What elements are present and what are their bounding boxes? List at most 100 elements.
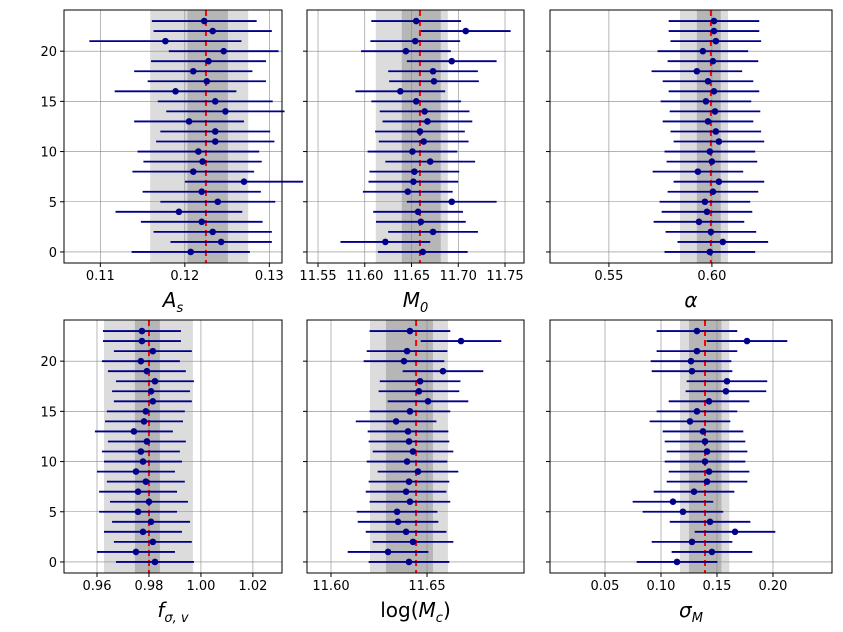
data-point — [412, 17, 420, 25]
data-point — [712, 37, 720, 45]
data-point — [409, 148, 416, 155]
data-point — [703, 478, 711, 485]
data-point — [424, 398, 432, 405]
label-part: α — [684, 288, 697, 312]
y-tick-label: 15 — [40, 95, 57, 110]
data-point — [722, 387, 730, 395]
confidence-band — [187, 10, 228, 263]
data-point — [704, 118, 712, 125]
data-point — [189, 168, 197, 175]
plot-frame — [63, 9, 283, 264]
data-point — [693, 327, 701, 335]
data-point — [147, 518, 155, 526]
data-point — [686, 418, 694, 425]
x-axis-label: σM — [679, 598, 703, 626]
data-point — [142, 408, 150, 415]
data-point — [693, 67, 701, 75]
data-point — [711, 108, 719, 115]
data-point — [209, 228, 217, 236]
data-point — [703, 208, 711, 216]
data-point — [416, 128, 424, 135]
data-point — [462, 27, 470, 35]
data-point — [404, 188, 412, 196]
plot-frame — [549, 319, 833, 574]
data-point — [414, 468, 422, 475]
data-point — [403, 458, 411, 465]
data-point — [132, 548, 140, 556]
label-part: σ, v — [164, 611, 189, 626]
x-tick-label: 11.55 — [299, 269, 336, 284]
data-point — [138, 337, 146, 345]
data-point — [151, 377, 159, 385]
data-point — [710, 17, 718, 25]
y-tick-label: 10 — [40, 146, 57, 161]
label-part: M — [419, 598, 436, 622]
data-point — [397, 88, 404, 95]
data-point — [412, 98, 420, 105]
x-tick-label: 1.02 — [238, 579, 267, 594]
panel: 11.55 11.60 11.65 11.70 11.75 M0 — [299, 9, 525, 316]
data-point — [715, 178, 723, 185]
y-tick-label: 5 — [49, 506, 57, 521]
data-point — [414, 208, 422, 216]
data-point — [132, 468, 140, 475]
data-point — [417, 218, 425, 226]
data-point — [187, 248, 195, 256]
data-point — [688, 367, 696, 375]
data-point — [693, 347, 701, 355]
data-point — [175, 208, 183, 216]
x-tick-label: 11.65 — [393, 269, 430, 284]
data-point — [392, 418, 400, 425]
label-part: c — [436, 611, 443, 626]
y-tick-label: 10 — [40, 456, 57, 471]
data-point — [699, 428, 707, 435]
data-point — [411, 37, 419, 45]
data-point — [406, 498, 414, 506]
label-part: log( — [380, 598, 418, 622]
x-tick-label: 0.10 — [647, 579, 676, 594]
data-point — [706, 248, 714, 256]
data-point — [693, 408, 701, 415]
confidence-band — [696, 10, 721, 263]
data-point — [220, 47, 227, 55]
data-point — [411, 168, 418, 175]
data-point — [130, 428, 138, 435]
confidence-band — [134, 320, 160, 573]
data-point — [402, 528, 410, 536]
x-axis-label: As — [161, 288, 184, 316]
x-axis-label: fσ, v — [157, 598, 189, 626]
data-point — [695, 218, 703, 226]
data-point — [743, 337, 751, 345]
data-point — [209, 27, 217, 35]
data-point — [140, 418, 148, 425]
data-point — [198, 218, 206, 226]
data-point — [723, 377, 731, 385]
x-tick-label: 0.96 — [83, 579, 112, 594]
data-point — [419, 248, 427, 256]
label-part: M — [692, 611, 703, 626]
x-tick-label: 0.15 — [703, 579, 732, 594]
data-point — [701, 198, 709, 206]
data-point — [405, 438, 413, 445]
plot-frame — [306, 319, 525, 574]
data-point — [705, 468, 713, 475]
x-axis-label: M0 — [403, 288, 429, 316]
x-tick-label: 0.60 — [697, 269, 726, 284]
x-tick-label: 0.98 — [134, 579, 163, 594]
data-point — [405, 558, 413, 566]
y-tick-label: 20 — [40, 45, 57, 60]
data-point — [406, 327, 414, 335]
data-point — [406, 408, 414, 415]
data-point — [198, 188, 206, 196]
label-part: σ — [679, 598, 693, 622]
label-part: s — [176, 301, 183, 316]
data-point — [457, 337, 465, 345]
confidence-band — [385, 320, 433, 573]
data-point — [162, 37, 169, 45]
data-point — [151, 558, 159, 566]
data-point — [709, 188, 717, 196]
data-point — [707, 228, 715, 236]
data-point — [134, 488, 142, 495]
data-point — [149, 538, 157, 546]
data-point — [701, 458, 709, 465]
